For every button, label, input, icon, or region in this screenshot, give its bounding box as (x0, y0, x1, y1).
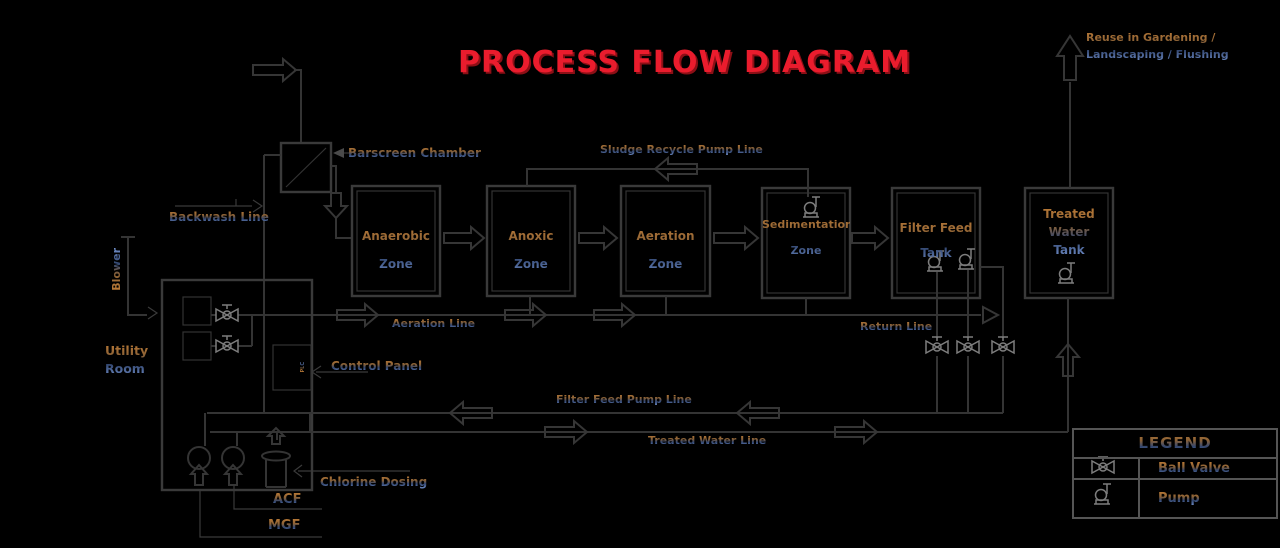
flow-arrow-icon (443, 224, 486, 252)
anaerobic-zone-label: Anaerobic Zone (352, 222, 440, 278)
filter-feed-flow-arrow-icon (448, 399, 493, 427)
treated-water-flow-arrow-icon (834, 418, 879, 446)
blower-discharge-pipes (211, 314, 253, 347)
filter-feed-stub-pipes (204, 413, 278, 446)
reuse-up-arrow-icon (1055, 34, 1085, 81)
inlet-pipe (294, 69, 302, 143)
ball-valve-icon-cell (1074, 459, 1140, 478)
aeration-line-label: Aeration Line (392, 317, 476, 330)
aeration-flow-arrow-icon (504, 301, 548, 329)
control-panel-label: Control Panel (331, 359, 423, 373)
ball-valve-icon (956, 336, 980, 355)
filter-feed-tank-label: Filter Feed Tank (892, 216, 980, 266)
down-flow-arrow-icon (322, 192, 350, 220)
barscreen-chamber-label: Barscreen Chamber (348, 146, 481, 160)
backwash-line-label: Backwash Line (169, 210, 269, 224)
legend-row-ball-valve: Ball Valve (1074, 459, 1276, 480)
backwash-leader-line (175, 199, 252, 207)
acf-up-arrow-icon (222, 463, 244, 486)
filter-feed-flow-arrow-icon (735, 399, 780, 427)
ball-valve-label: Ball Valve (1158, 461, 1230, 476)
mgf-up-arrow-icon (188, 463, 210, 486)
chlorine-arrowhead-icon (293, 464, 303, 478)
blower-label: Blower (110, 248, 123, 291)
control-panel-tag: PLC (300, 362, 306, 373)
barscreen-outlet-pipe (331, 165, 352, 239)
pump-label: Pump (1158, 491, 1200, 506)
page-title: PROCESS FLOW DIAGRAM (458, 45, 912, 80)
treated-water-flow-arrow-icon (544, 418, 589, 446)
blower-2-box (182, 331, 212, 361)
barscreen-callout-arrow-icon (333, 148, 344, 158)
pump-icon (1058, 262, 1075, 284)
acf-label: ACF (273, 492, 302, 507)
tank-inlet-up-arrow-icon (1054, 342, 1082, 377)
legend-table: LEGEND Ball Valve Pump (1072, 428, 1278, 519)
ball-valve-icon (215, 304, 239, 323)
aeration-flow-arrow-icon (336, 301, 380, 329)
return-line-label: Return Line (860, 320, 933, 333)
treated-water-tank-label: Treated Water Tank (1025, 205, 1113, 259)
pump-icon-cell (1074, 480, 1140, 517)
mgf-bracket-line (199, 489, 322, 538)
zone-air-drop-pipes (529, 296, 807, 315)
sludge-flow-arrow-icon (653, 155, 698, 183)
blower-arrowhead-icon (147, 306, 159, 320)
legend-row-pump: Pump (1074, 480, 1276, 517)
barscreen-chamber-box (279, 141, 333, 194)
filter-feed-drop-pipes (936, 266, 1004, 413)
chlorine-dosing-label: Chlorine Dosing (320, 475, 428, 489)
backwash-pipe (263, 154, 281, 413)
ball-valve-icon (215, 335, 239, 354)
legend-title: LEGEND (1074, 430, 1276, 459)
ball-valve-icon (925, 336, 949, 355)
blower-intake-pipe (121, 236, 147, 316)
flow-arrow-icon (713, 224, 760, 252)
sludge-recycle-line-label: Sludge Recycle Pump Line (600, 143, 763, 156)
mgf-filter-icon (187, 446, 211, 470)
inlet-flow-arrow-icon (252, 56, 298, 84)
utility-room-label: Utility Room (105, 342, 165, 378)
sludge-recycle-pipe (526, 168, 809, 197)
acf-filter-icon (221, 446, 245, 470)
reuse-label: Reuse in Gardening / Landscaping / Flush… (1086, 29, 1236, 63)
chlorine-dosing-vessel-icon (261, 426, 291, 488)
mgf-label: MGF (268, 518, 301, 533)
utility-room-box (160, 278, 314, 492)
ball-valve-icon (991, 336, 1015, 355)
filter-feed-pump-line-label: Filter Feed Pump Line (556, 393, 692, 406)
flow-arrow-icon (578, 224, 619, 252)
aeration-flow-arrow-icon (593, 301, 637, 329)
control-panel-arrowhead-icon (310, 365, 322, 379)
treated-water-line-label: Treated Water Line (648, 434, 767, 447)
return-arrowhead-icon (982, 305, 1001, 325)
blower-1-box (182, 296, 212, 326)
flow-arrow-icon (851, 224, 890, 252)
sedimentation-zone-label: Sedimentation Zone (762, 212, 850, 264)
aeration-zone-label: Aeration Zone (621, 222, 710, 278)
anoxic-zone-label: Anoxic Zone (487, 222, 575, 278)
